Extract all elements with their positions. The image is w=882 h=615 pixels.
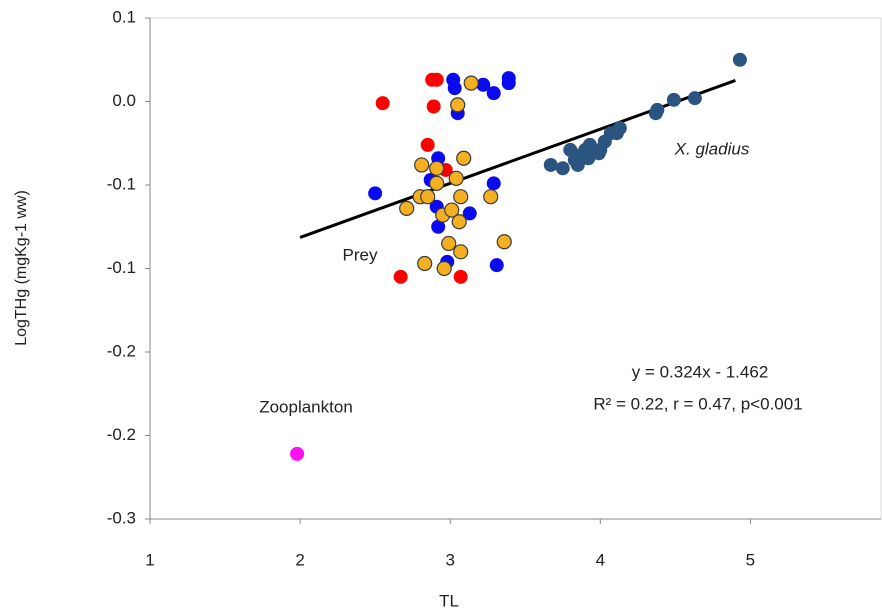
point	[650, 102, 665, 117]
point	[612, 121, 627, 136]
point	[451, 214, 467, 230]
point	[431, 219, 446, 234]
point	[543, 157, 558, 172]
x-tick-label: 5	[746, 550, 755, 569]
point	[429, 72, 444, 87]
point	[426, 99, 441, 114]
point	[486, 86, 501, 101]
point	[444, 202, 460, 218]
y-tick-label: -0.1	[107, 174, 136, 193]
point	[417, 255, 433, 272]
y-axis-label: LogTHg (mgKg-1 ww)	[13, 190, 30, 346]
point	[447, 81, 462, 96]
point	[290, 446, 305, 461]
y-tick-label: 0.1	[112, 7, 136, 26]
point	[496, 234, 512, 250]
annotation: Zooplankton	[259, 397, 353, 416]
point	[453, 244, 469, 260]
point	[555, 161, 570, 176]
point	[414, 157, 430, 173]
point	[732, 52, 747, 67]
y-tick-label: -0.1	[107, 258, 136, 277]
point	[368, 186, 383, 201]
y-tick-label: -0.3	[107, 508, 136, 527]
point	[476, 77, 491, 92]
point	[399, 200, 415, 216]
point	[456, 150, 472, 166]
y-tick-label: -0.2	[107, 425, 136, 444]
point	[453, 269, 468, 284]
x-axis-label: TL	[439, 591, 459, 610]
point	[666, 92, 681, 107]
point	[448, 170, 464, 186]
point	[463, 75, 479, 91]
point	[462, 206, 477, 221]
annotation: Prey	[343, 245, 378, 264]
point	[420, 189, 436, 205]
point	[375, 96, 390, 111]
point	[687, 91, 702, 106]
point	[436, 260, 452, 277]
point	[429, 175, 445, 191]
point	[420, 137, 435, 152]
equation: y = 0.324x - 1.462	[632, 362, 769, 381]
y-tick-label: 0.0	[112, 91, 136, 110]
point	[453, 189, 469, 205]
point	[582, 137, 597, 152]
point	[483, 189, 499, 205]
point	[450, 97, 466, 113]
plot-frame	[149, 17, 882, 520]
annotation: X. gladius	[674, 139, 750, 158]
point	[489, 258, 504, 273]
point	[570, 157, 585, 172]
x-tick-label: 1	[145, 550, 154, 569]
statistics: R² = 0.22, r = 0.47, p<0.001	[593, 394, 802, 413]
x-tick-label: 3	[445, 550, 454, 569]
point	[581, 151, 596, 166]
point	[429, 160, 445, 176]
point	[393, 269, 408, 284]
y-tick-label: -0.2	[107, 341, 136, 360]
point	[441, 235, 457, 252]
point	[501, 76, 516, 91]
point	[486, 176, 501, 191]
x-tick-label: 2	[295, 550, 304, 569]
x-tick-label: 4	[596, 550, 605, 569]
